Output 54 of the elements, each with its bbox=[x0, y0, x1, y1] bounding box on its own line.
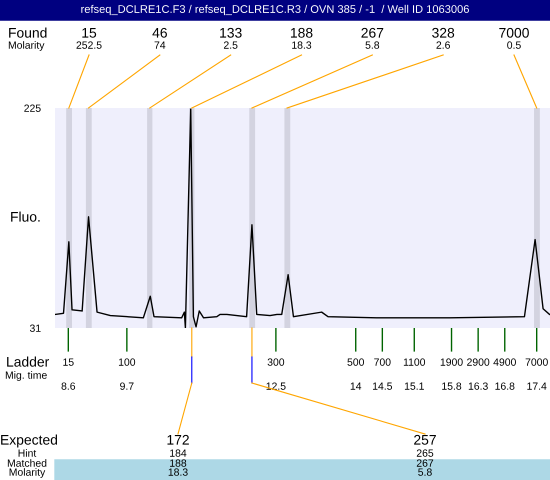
annotation: 267 bbox=[361, 28, 384, 38]
text: 257 bbox=[414, 434, 436, 445]
text: Ladder bbox=[7, 356, 50, 367]
text: 5.8 bbox=[366, 41, 380, 49]
text: 4900 bbox=[493, 358, 516, 366]
text: 100 bbox=[118, 358, 136, 366]
text: 0.5 bbox=[507, 41, 521, 49]
text: Molarity bbox=[10, 468, 46, 478]
text: 74 bbox=[154, 42, 166, 49]
text: 300 bbox=[268, 358, 284, 366]
x-tick-label: 17.4 bbox=[527, 382, 547, 390]
annotation: 328 bbox=[432, 28, 454, 38]
annotation: 15 bbox=[82, 28, 96, 38]
text: 7000 bbox=[526, 358, 548, 366]
x-tick-label: 15.8 bbox=[442, 382, 462, 390]
text: 1900 bbox=[440, 358, 463, 366]
x-tick-label: 15.1 bbox=[404, 382, 424, 390]
text: 2900 bbox=[467, 358, 490, 366]
y-tick-label: 31 bbox=[30, 324, 41, 332]
annotation: 46 bbox=[152, 28, 167, 38]
y-tick-label: 225 bbox=[24, 104, 41, 112]
text: Molarity bbox=[8, 41, 44, 51]
x-tick-label: 8.6 bbox=[62, 382, 76, 390]
x-axis-title: Mig. time bbox=[6, 371, 47, 381]
line-series bbox=[55, 108, 550, 328]
annotation: 188 bbox=[290, 28, 312, 38]
text: 172 bbox=[167, 434, 189, 445]
text: 184 bbox=[170, 449, 186, 457]
text: Expected bbox=[1, 434, 58, 448]
text: 188 bbox=[170, 459, 186, 467]
text: Matched bbox=[8, 459, 46, 467]
text: 500 bbox=[347, 358, 364, 366]
text: 15 bbox=[63, 358, 74, 366]
text: 18.3 bbox=[168, 468, 188, 476]
chart-title: refseq_DCLRE1C.F3 / refseq_DCLRE1C.R3 / OVN 385 / -1 / Well ID 1063006 bbox=[81, 4, 469, 16]
x-tick-label: 14.5 bbox=[372, 382, 392, 390]
x-tick-label: 16.3 bbox=[468, 382, 488, 390]
x-tick-label: 14 bbox=[350, 382, 362, 390]
text: 265 bbox=[416, 449, 434, 457]
y-axis-title: Fluo. bbox=[11, 212, 40, 222]
x-tick-label: 9.7 bbox=[120, 382, 134, 390]
text: 2.6 bbox=[436, 41, 450, 49]
text: Found bbox=[9, 28, 46, 38]
text: 18.3 bbox=[292, 41, 312, 49]
text: 252.5 bbox=[76, 41, 102, 49]
annotation: 7000 bbox=[499, 28, 529, 38]
text: 700 bbox=[374, 358, 391, 366]
text: 267 bbox=[416, 459, 434, 467]
text: 5.8 bbox=[418, 468, 432, 476]
annotation: 133 bbox=[220, 28, 242, 38]
text: 2.5 bbox=[224, 41, 238, 49]
text: 1100 bbox=[404, 358, 426, 366]
text: Hint bbox=[18, 449, 36, 457]
x-tick-label: 16.8 bbox=[495, 382, 514, 390]
